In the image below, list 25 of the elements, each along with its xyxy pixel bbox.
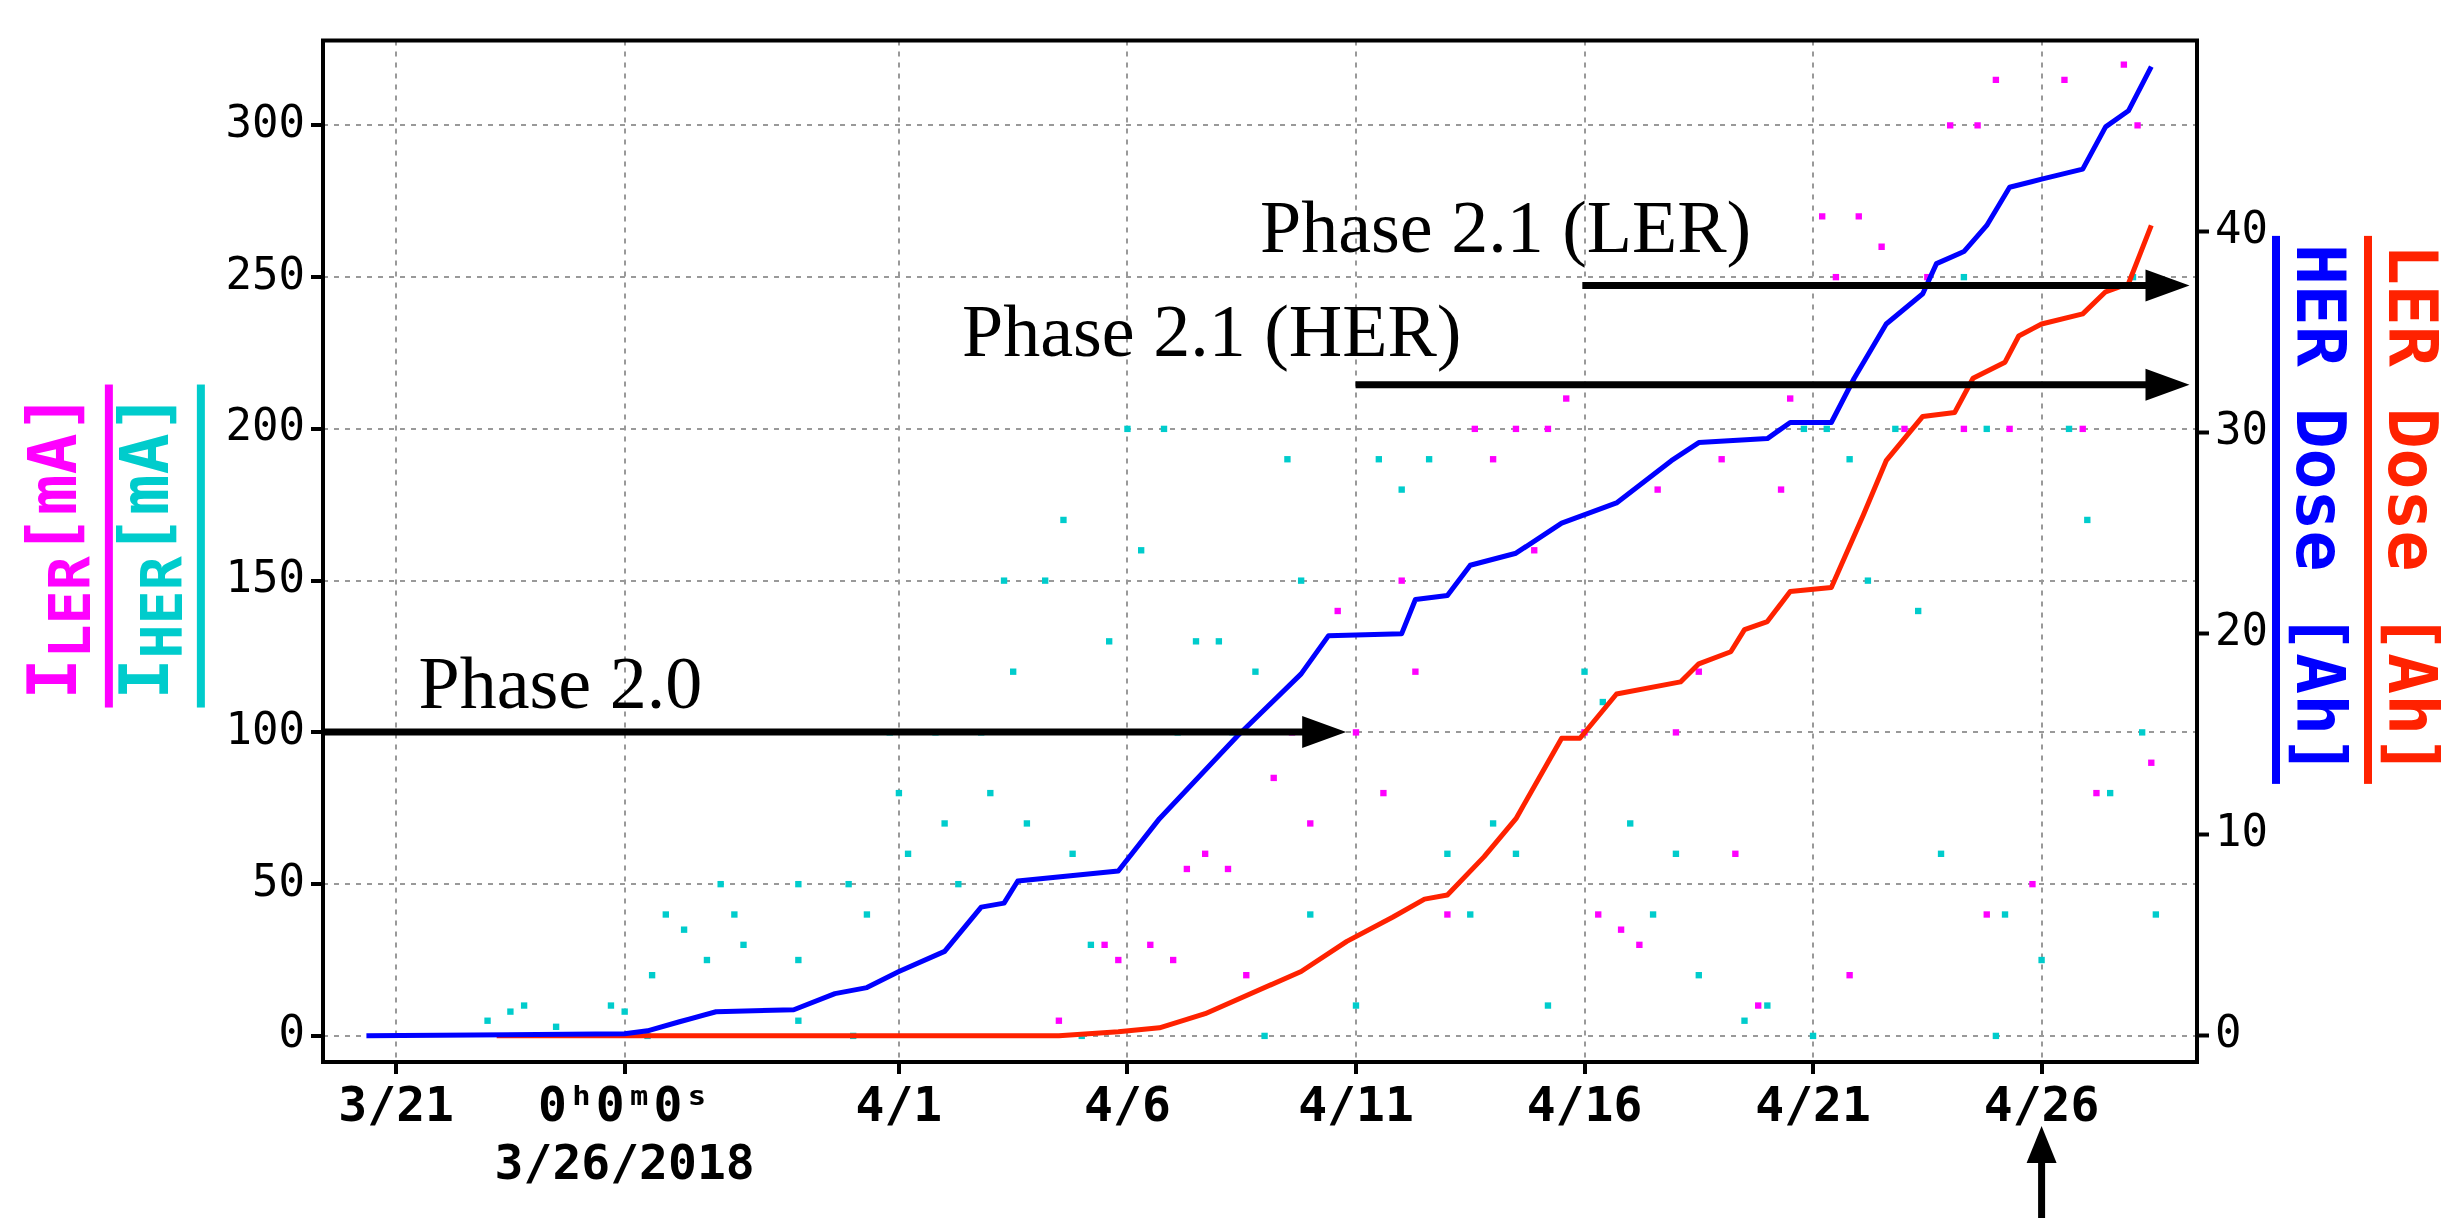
x-tick-label: 4/6 <box>1084 1076 1171 1133</box>
x-tick-label: 4/26 <box>1983 1076 2100 1133</box>
annotation: Phase 2.1 (LER) <box>1260 185 1752 268</box>
text: HER Dose [Ah] <box>2281 243 2360 779</box>
y2-tick-label: 0 <box>2215 1006 2242 1058</box>
text: LER Dose [Ah] <box>2373 243 2451 779</box>
annotation: Phase 2.1 (HER) <box>962 290 1462 373</box>
y-tick-label: 300 <box>225 95 305 147</box>
y2-tick-label: 10 <box>2215 805 2268 857</box>
x-tick-label: 4/21 <box>1755 1076 1871 1133</box>
x-tick-label: 4/1 <box>855 1076 943 1133</box>
annotation: Phase 2.0 <box>418 641 703 724</box>
y2-tick-label: 20 <box>2215 604 2268 656</box>
y-tick-label: 250 <box>225 247 305 299</box>
y-tick-label: 50 <box>252 854 305 906</box>
y-tick-label: 0 <box>278 1006 305 1058</box>
y2-tick-label: 40 <box>2215 201 2268 253</box>
x-tick-label: 3/21 <box>338 1076 454 1133</box>
y-tick-label: 200 <box>225 399 305 451</box>
x-tick-label: 0ʰ0ᵐ0ˢ 3/26/2018 <box>494 1076 755 1190</box>
x-tick-label: 4/11 <box>1298 1076 1414 1133</box>
y-tick-label: 100 <box>225 702 305 754</box>
y2-tick-label: 30 <box>2215 402 2268 454</box>
y-tick-label: 150 <box>225 551 305 603</box>
x-tick-label: 4/16 <box>1526 1076 1643 1133</box>
